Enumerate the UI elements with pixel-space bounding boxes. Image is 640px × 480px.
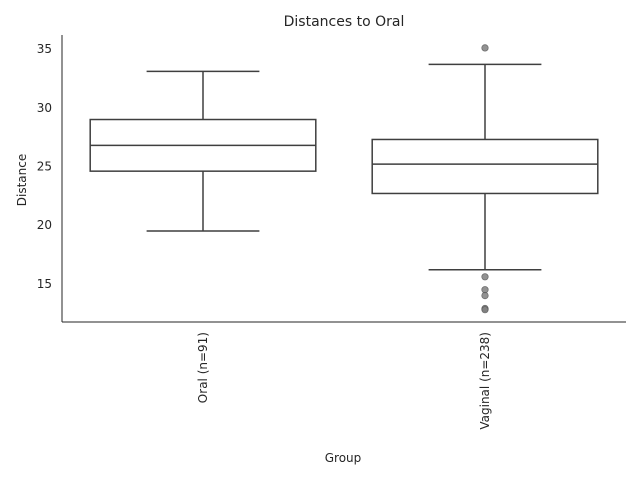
y-axis-label: Distance (15, 154, 29, 206)
x-tick-label: Vaginal (n=238) (478, 332, 492, 430)
iqr-box (371, 138, 599, 195)
y-tick-label: 25 (37, 159, 52, 173)
outlier-point (481, 306, 489, 314)
x-axis-label: Group (325, 451, 362, 465)
x-ticks: Oral (n=91) Vaginal (n=238) (196, 332, 492, 430)
outlier-point (481, 291, 489, 300)
y-tick-label: 15 (37, 277, 52, 291)
y-ticks: 15 20 25 30 35 (37, 42, 52, 291)
x-tick-label: Oral (n=91) (196, 332, 210, 403)
boxes (89, 44, 599, 314)
box-group (89, 70, 317, 232)
y-tick-label: 20 (37, 218, 52, 232)
box-group (371, 44, 599, 314)
outlier-point (481, 286, 489, 294)
y-tick-label: 30 (37, 101, 52, 115)
outlier-point (481, 44, 489, 52)
outlier-point (481, 273, 489, 281)
y-tick-label: 35 (37, 42, 52, 56)
chart-title: Distances to Oral (284, 14, 405, 30)
